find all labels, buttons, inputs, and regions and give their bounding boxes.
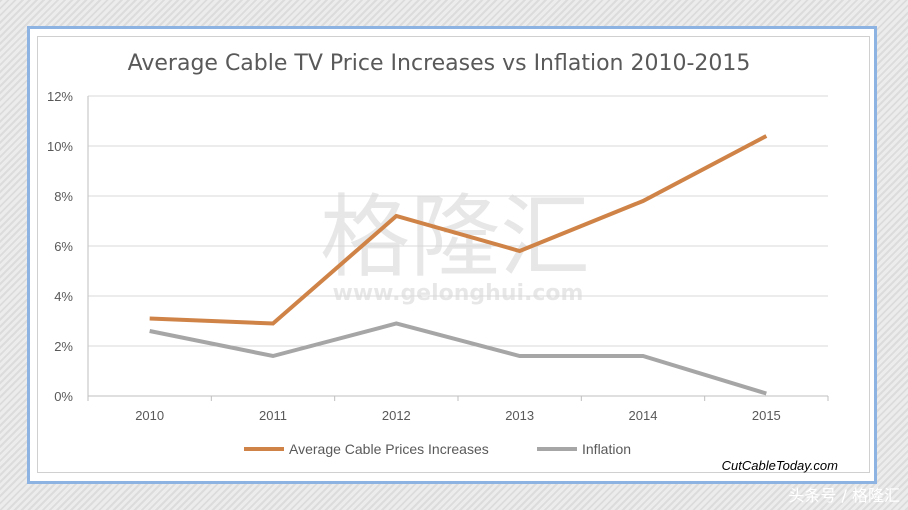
series-line-cable-prices [149,134,768,326]
gridlines [87,95,829,401]
chart-title: Average Cable TV Price Increases vs Infl… [128,51,751,76]
y-axis-ticks: 0% 2% 4% 6% 8% 10% 12% [47,89,73,404]
x-tick-label: 2012 [382,408,411,423]
y-tick-label: 6% [54,239,73,254]
x-tick-label: 2010 [135,408,164,423]
x-tick-label: 2013 [505,408,534,423]
x-tick-label: 2011 [259,408,287,423]
legend-label-cable: Average Cable Prices Increases [289,441,489,457]
x-tick-label: 2015 [752,408,781,423]
watermark-chars: 格隆汇 [320,185,590,290]
y-tick-label: 12% [47,89,73,104]
x-axis-ticks: 2010 2011 2012 2013 2014 2015 [135,408,781,423]
watermark: 格隆汇 www.gelonghui.com [320,185,590,306]
x-tick-label: 2014 [629,408,658,423]
series-line-inflation [149,321,767,396]
y-tick-label: 8% [54,189,73,204]
watermark-url: www.gelonghui.com [333,281,584,306]
chart-area [37,36,870,473]
legend: Average Cable Prices Increases Inflation [244,441,631,457]
series-lines [149,134,768,396]
source-note: CutCableToday.com [722,458,839,473]
footer-caption: 头条号 / 格隆汇 [788,486,900,505]
y-tick-label: 4% [54,289,73,304]
y-tick-label: 0% [54,389,73,404]
y-tick-label: 2% [54,339,73,354]
y-tick-label: 10% [47,139,73,154]
legend-label-inflation: Inflation [582,441,631,457]
